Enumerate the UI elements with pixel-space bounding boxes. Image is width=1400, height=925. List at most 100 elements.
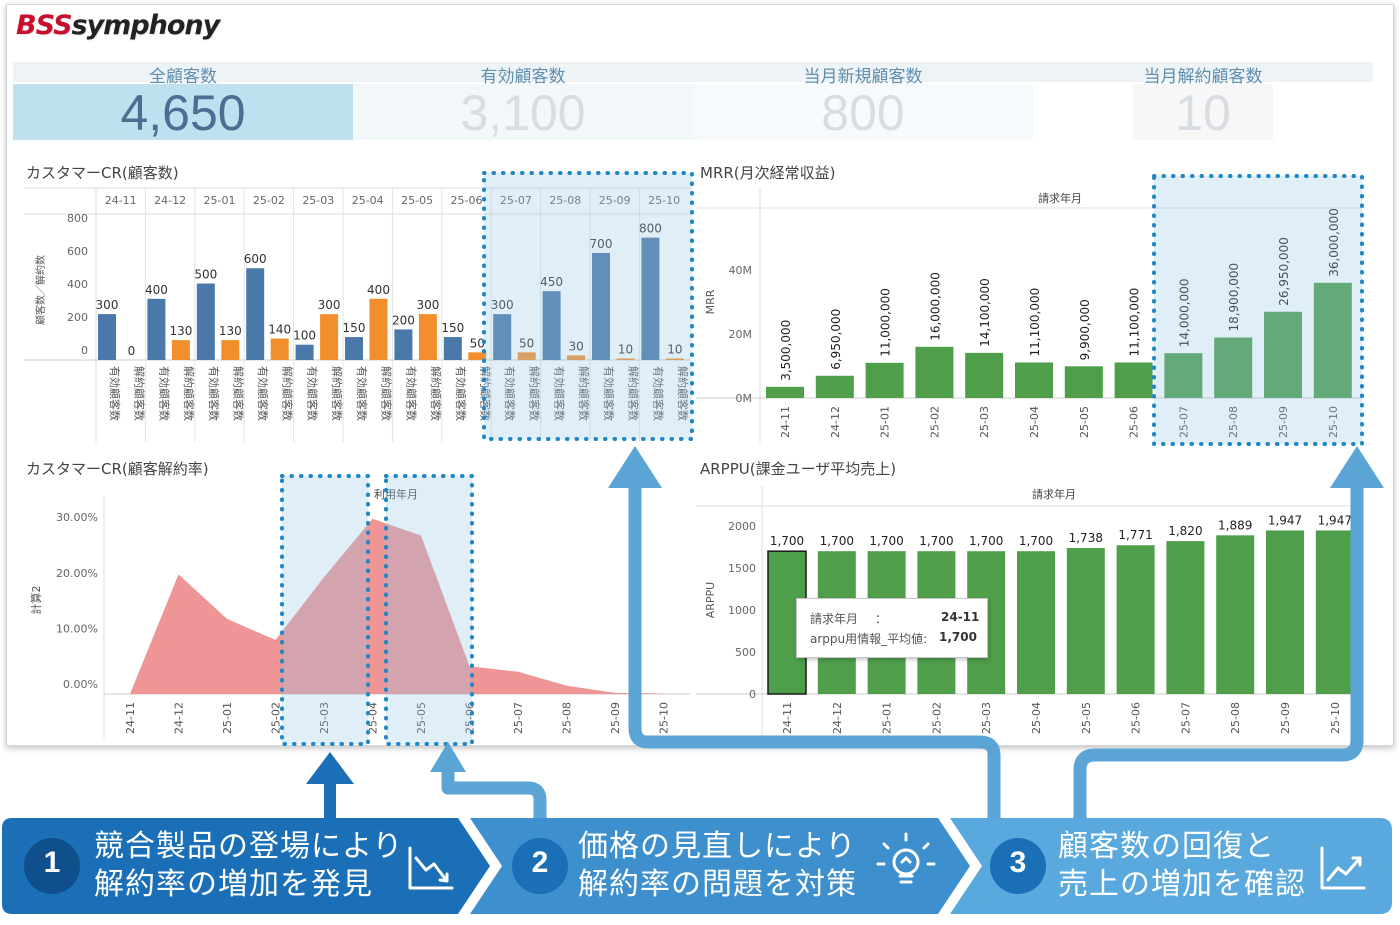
x-tick-label: 25-03 <box>978 406 991 438</box>
x-tick-label: 25-10 <box>1327 406 1340 438</box>
x-series-label: 解約顧客数 <box>380 366 394 421</box>
y-tick-label: 500 <box>735 646 756 659</box>
bar-data-label: 300 <box>491 298 514 312</box>
y-tick-label: 10.00% <box>56 622 98 635</box>
kpi-value: 10 <box>1175 85 1231 141</box>
cr-count-title: カスタマーCR(顧客数) <box>26 164 179 182</box>
arppu-bar <box>1216 535 1255 694</box>
bar-active <box>196 283 215 360</box>
kpi-selected-bg <box>13 84 353 140</box>
bar-data-label: 500 <box>194 268 217 282</box>
x-tick-label: 25-09 <box>609 702 622 734</box>
mrr-data-label: 16,000,000 <box>928 272 942 341</box>
bar-data-label: 140 <box>268 323 291 337</box>
x-series-label: 有効顧客数 <box>355 366 369 421</box>
bar-data-label: 10 <box>618 342 633 356</box>
mrr-data-label: 36,000,000 <box>1327 208 1341 277</box>
x-tick-label: 24-11 <box>781 702 794 734</box>
x-series-label: 有効顧客数 <box>157 366 171 421</box>
bar-active <box>493 314 512 360</box>
y-tick-label: 30.00% <box>56 511 98 524</box>
step3-circle <box>990 838 1046 894</box>
y-tick-label: 600 <box>67 245 88 258</box>
kpi-value: 800 <box>821 85 905 141</box>
x-tick-label: 25-07 <box>512 702 525 734</box>
x-header: 利用年月 <box>374 487 418 501</box>
kpi-bg <box>353 84 693 140</box>
mrr-data-label: 11,100,000 <box>1028 288 1042 357</box>
bar-data-label: 450 <box>540 275 563 289</box>
steps-banner-bg <box>2 818 1392 914</box>
step1-number: 1 <box>43 846 61 879</box>
bar-data-label: 200 <box>392 313 415 327</box>
mrr-title: MRR(月次経常収益) <box>700 164 836 182</box>
x-series-label: 解約顧客数 <box>478 366 492 421</box>
arppu-data-label: 1,700 <box>820 534 854 548</box>
tooltip-key: arppu用情報_平均値: <box>810 632 928 646</box>
step3-text: 顧客数の回復と 売上の増加を確認 <box>1058 828 1306 904</box>
mrr-chart[interactable]: 請求年月 40M 20M 0M MRR 3,500,000 24-11 6,950,000 24… <box>696 180 1376 450</box>
x-series-label: 有効顧客数 <box>651 366 665 421</box>
kpi-active-customers[interactable]: 有効顧客数 3,100 <box>353 62 693 141</box>
mrr-data-label: 14,000,000 <box>1177 278 1191 347</box>
kpi-new-customers[interactable]: 当月新規顧客数 800 <box>693 62 1033 141</box>
x-series-label: 有効顧客数 <box>602 366 616 421</box>
step2-bg <box>470 818 970 914</box>
x-tick-label: 25-06 <box>464 702 477 734</box>
bar-active <box>641 237 660 360</box>
lightbulb-icon <box>876 832 936 884</box>
arppu-data-label: 1,738 <box>1069 531 1103 545</box>
arppu-bar <box>1066 548 1105 694</box>
kpi-label: 全顧客数 <box>149 67 217 87</box>
bar-data-label: 400 <box>367 283 390 297</box>
x-series-label: 解約顧客数 <box>231 366 245 421</box>
arppu-data-label: 1,947 <box>1318 513 1352 527</box>
x-series-label: 有効顧客数 <box>454 366 468 421</box>
month-header: 25-02 <box>253 194 285 207</box>
kpi-churned-customers[interactable]: 当月解約顧客数 10 <box>1033 62 1373 141</box>
x-tick-label: 25-07 <box>1179 702 1192 734</box>
arppu-data-label: 1,820 <box>1168 524 1202 538</box>
step3-bg <box>950 818 1392 914</box>
x-tick-label: 25-10 <box>1329 702 1342 734</box>
x-series-label: 有効顧客数 <box>404 366 418 421</box>
arppu-data-label: 1,889 <box>1218 518 1252 532</box>
month-header: 25-06 <box>451 194 483 207</box>
step1-line2: 解約率の増加を発見 <box>94 867 373 902</box>
bar-churn <box>616 358 635 360</box>
bar-churn <box>270 338 289 360</box>
y-tick-label: 800 <box>67 212 88 225</box>
x-tick-label: 25-04 <box>1030 702 1043 734</box>
arppu-data-label: 1,771 <box>1118 528 1152 542</box>
bar-churn <box>567 355 586 360</box>
bar-churn <box>468 352 487 360</box>
mrr-data-label: 9,900,000 <box>1078 299 1092 360</box>
arrow-head-step2 <box>430 742 466 772</box>
cr-count-chart[interactable]: 800 600 400 200 0 顧客数／解約数 24-11 300 有効顧客数 0 解約顧客数 2… <box>0 180 700 450</box>
x-tick-label: 25-03 <box>318 702 331 734</box>
bar-active <box>345 337 363 360</box>
month-header: 25-09 <box>599 194 631 207</box>
churn-rate-chart[interactable]: 利用年月 30.00% 20.00% 10.00% 0.00% 計算2 24-11 24-12… <box>0 476 700 744</box>
y-tick-label: 1000 <box>728 604 756 617</box>
bar-active <box>592 252 610 360</box>
x-tick-label: 25-05 <box>415 702 428 734</box>
month-header: 25-10 <box>648 194 680 207</box>
x-series-label: 有効顧客数 <box>553 366 567 421</box>
bar-data-label: 50 <box>470 336 485 350</box>
x-tick-label: 25-01 <box>879 406 892 438</box>
month-header: 25-05 <box>401 194 433 207</box>
arppu-bar <box>1166 541 1205 694</box>
bar-data-label: 400 <box>145 283 168 297</box>
y-tick-label: 0 <box>749 688 756 701</box>
month-header: 25-03 <box>302 194 334 207</box>
mrr-data-label: 26,950,000 <box>1277 237 1291 306</box>
kpi-value: 4,650 <box>120 85 246 141</box>
mrr-bar <box>1264 311 1302 398</box>
step3-line2: 売上の増加を確認 <box>1058 867 1306 902</box>
kpi-total-customers[interactable]: 全顧客数 4,650 <box>13 62 353 141</box>
month-header: 25-01 <box>204 194 236 207</box>
x-tick-label: 24-12 <box>173 702 186 734</box>
bar-active <box>394 329 413 360</box>
x-tick-label: 25-08 <box>1229 702 1242 734</box>
